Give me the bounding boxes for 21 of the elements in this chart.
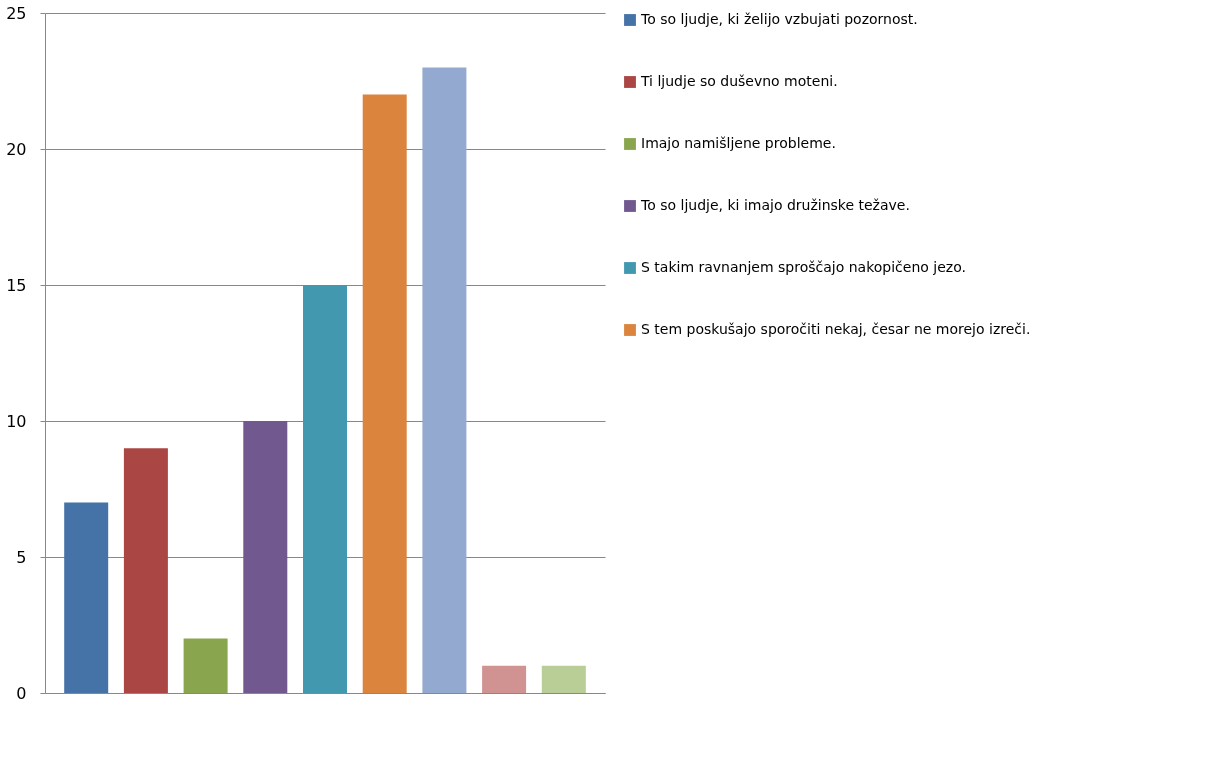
- y-tick-label: 15: [6, 275, 27, 295]
- bar: [64, 502, 109, 693]
- legend-label: S takim ravnanjem sproščajo nakopičeno jezo.: [641, 259, 966, 275]
- bar: [422, 67, 467, 693]
- y-tick-label: 25: [6, 3, 27, 23]
- legend-label: Ti ljudje so duševno moteni.: [640, 73, 838, 89]
- bar: [362, 94, 407, 693]
- bar: [303, 285, 347, 693]
- bar: [243, 421, 288, 693]
- y-tick-label: 20: [6, 139, 27, 159]
- bar: [183, 638, 228, 693]
- legend-label: S tem poskušajo sporočiti nekaj, česar ne morejo izreči.: [641, 321, 1031, 337]
- legend-label: Imajo namišljene probleme.: [641, 135, 836, 151]
- y-tick-label: 5: [16, 547, 27, 567]
- bar: [482, 665, 527, 693]
- y-tick-label: 0: [16, 683, 27, 703]
- y-tick-label: 10: [6, 411, 27, 431]
- legend-label: To so ljudje, ki imajo družinske težave.: [640, 197, 910, 213]
- bar: [541, 665, 586, 693]
- legend-label: To so ljudje, ki želijo vzbujati pozornost.: [640, 11, 918, 27]
- bar: [123, 448, 168, 693]
